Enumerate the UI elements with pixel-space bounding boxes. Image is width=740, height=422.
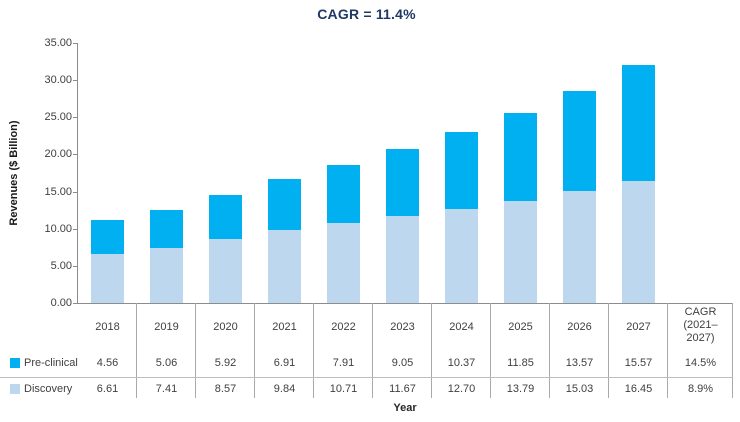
y-tick-label: 10.00 bbox=[44, 222, 72, 235]
table-cell: 5.92 bbox=[214, 357, 237, 369]
table-column-divider bbox=[667, 303, 668, 398]
x-axis-title: Year bbox=[393, 402, 417, 414]
bar-segment-discovery bbox=[386, 216, 419, 303]
y-tick-label: 30.00 bbox=[44, 74, 72, 87]
bar-segment-discovery bbox=[268, 229, 301, 303]
table-cell: 9.84 bbox=[273, 383, 296, 395]
table-cell: 6.91 bbox=[273, 357, 296, 369]
table-cell: 13.79 bbox=[506, 383, 535, 395]
year-header: 2023 bbox=[390, 321, 415, 333]
table-cell: 8.57 bbox=[214, 383, 237, 395]
y-tick-mark bbox=[73, 154, 77, 156]
y-axis-title: Revenues ($ Billion) bbox=[8, 120, 20, 226]
table-cell: 11.85 bbox=[507, 357, 534, 369]
year-header: 2022 bbox=[331, 321, 356, 333]
year-header: 2019 bbox=[154, 321, 179, 333]
y-tick-label: 25.00 bbox=[44, 111, 72, 124]
y-tick-mark bbox=[73, 265, 77, 267]
year-header: 2018 bbox=[95, 321, 120, 333]
year-header: 2024 bbox=[449, 321, 474, 333]
y-tick-label: 5.00 bbox=[50, 259, 72, 272]
table-cell-cagr: 14.5% bbox=[684, 357, 717, 369]
year-header: 2026 bbox=[567, 321, 592, 333]
y-tick-mark bbox=[73, 228, 77, 230]
table-column-divider bbox=[372, 303, 373, 398]
table-cell: 6.61 bbox=[96, 383, 119, 395]
table-column-divider bbox=[608, 303, 609, 398]
table-cell: 15.03 bbox=[565, 383, 594, 395]
bar-segment-discovery bbox=[150, 247, 183, 303]
y-tick-label: 20.00 bbox=[44, 148, 72, 161]
bar-segment-pre-clinical bbox=[209, 195, 242, 240]
bar-segment-discovery bbox=[622, 180, 655, 303]
chart-title: CAGR = 11.4% bbox=[317, 6, 416, 22]
series-row-label: Discovery bbox=[24, 383, 73, 395]
table-column-divider bbox=[313, 303, 314, 398]
table-cell: 15.57 bbox=[624, 357, 653, 369]
bar-segment-pre-clinical bbox=[150, 210, 183, 248]
table-cell: 10.71 bbox=[329, 383, 358, 395]
y-tick-mark bbox=[73, 191, 77, 193]
table-cell: 11.67 bbox=[389, 383, 416, 395]
bar-segment-discovery bbox=[445, 208, 478, 303]
series-row-label: Pre-clinical bbox=[24, 357, 78, 369]
table-column-divider bbox=[136, 303, 137, 398]
table-cell: 13.57 bbox=[565, 357, 594, 369]
table-column-divider bbox=[254, 303, 255, 398]
table-column-divider bbox=[549, 303, 550, 398]
bar-segment-discovery bbox=[563, 191, 596, 303]
table-cell: 16.45 bbox=[624, 383, 653, 395]
bar-segment-pre-clinical bbox=[622, 65, 655, 181]
year-header: 2021 bbox=[272, 321, 297, 333]
y-axis-line bbox=[77, 43, 78, 304]
year-header: 2020 bbox=[213, 321, 238, 333]
year-header: 2027 bbox=[626, 321, 651, 333]
y-tick-mark bbox=[73, 80, 77, 82]
x-axis-line bbox=[77, 303, 733, 304]
table-column-divider bbox=[431, 303, 432, 398]
bar-segment-discovery bbox=[504, 200, 537, 303]
y-tick-mark bbox=[73, 303, 77, 304]
bar-segment-pre-clinical bbox=[268, 178, 301, 230]
year-header: 2025 bbox=[508, 321, 533, 333]
y-tick-mark bbox=[73, 43, 77, 44]
table-cell: 9.05 bbox=[391, 357, 414, 369]
bar-segment-pre-clinical bbox=[445, 131, 478, 209]
table-cell: 5.06 bbox=[155, 357, 178, 369]
bar-segment-pre-clinical bbox=[563, 90, 596, 192]
table-cell: 10.37 bbox=[447, 357, 476, 369]
legend-swatch-discovery bbox=[10, 384, 20, 394]
table-right-border bbox=[732, 303, 733, 398]
bar-segment-pre-clinical bbox=[91, 220, 124, 254]
y-tick-label: 15.00 bbox=[44, 185, 72, 198]
table-cell: 7.41 bbox=[155, 383, 178, 395]
y-tick-label: 0.00 bbox=[50, 297, 72, 309]
bar-segment-discovery bbox=[91, 253, 124, 303]
table-row-divider bbox=[0, 377, 733, 378]
y-tick-label: 35.00 bbox=[44, 37, 72, 49]
legend-swatch-pre-clinical bbox=[10, 358, 20, 368]
table-cell: 12.70 bbox=[447, 383, 476, 395]
bar-segment-pre-clinical bbox=[386, 149, 419, 217]
bar-segment-pre-clinical bbox=[327, 164, 360, 224]
bar-segment-discovery bbox=[327, 223, 360, 303]
table-column-divider bbox=[490, 303, 491, 398]
table-column-divider bbox=[195, 303, 196, 398]
bar-segment-pre-clinical bbox=[504, 112, 537, 201]
bar-segment-discovery bbox=[209, 239, 242, 303]
table-cell: 7.91 bbox=[332, 357, 355, 369]
y-tick-mark bbox=[73, 117, 77, 119]
table-cell: 4.56 bbox=[96, 357, 119, 369]
cagr-column-header: CAGR (2021– 2027) bbox=[683, 306, 718, 344]
table-cell-cagr: 8.9% bbox=[687, 383, 714, 395]
